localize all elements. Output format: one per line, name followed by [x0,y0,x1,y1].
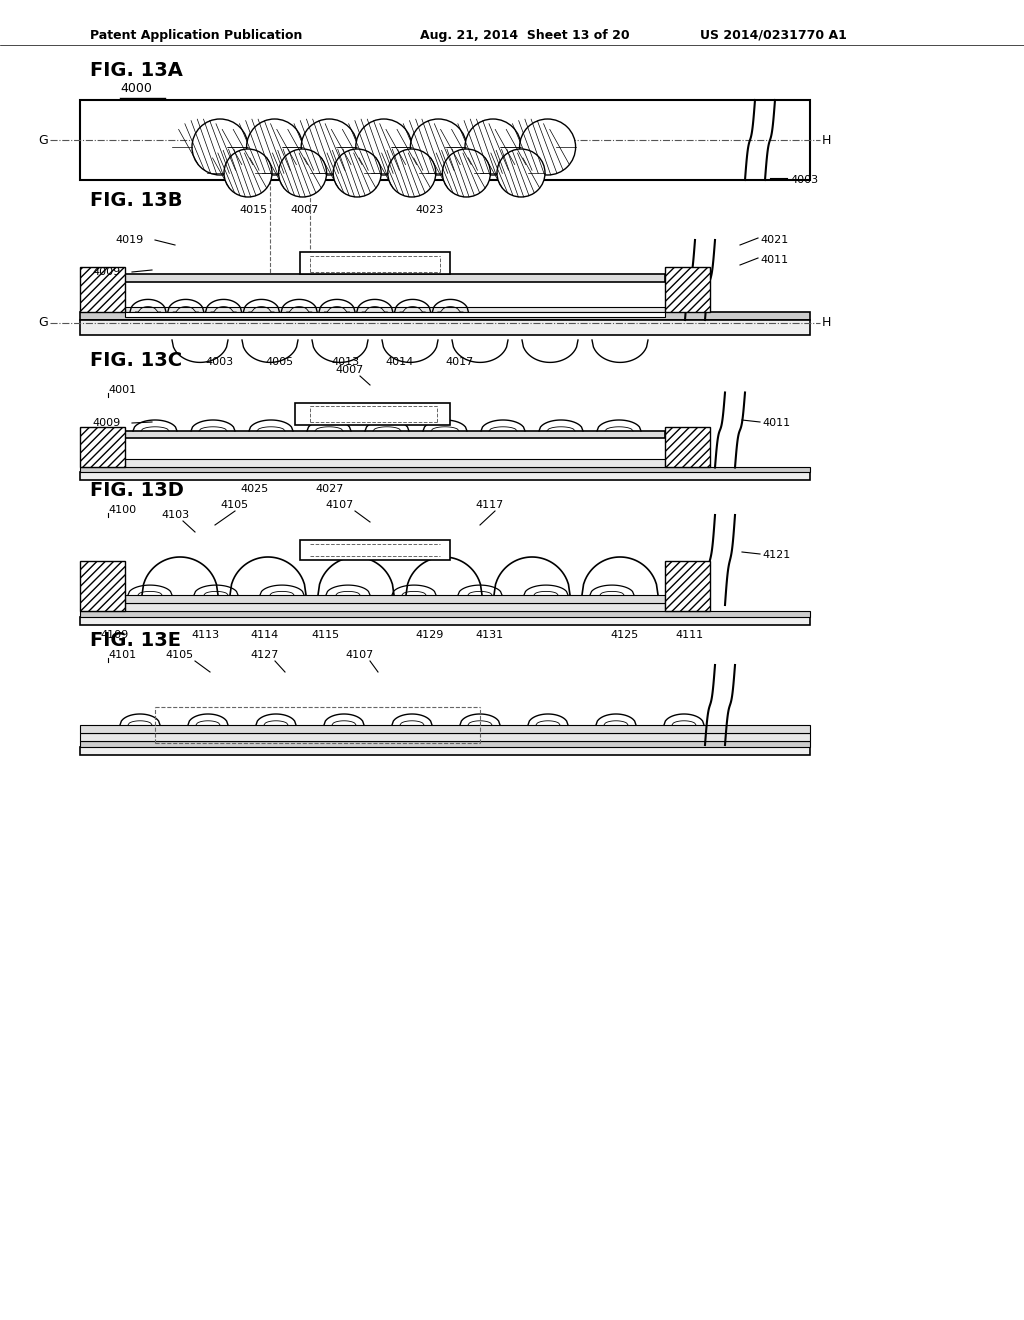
Circle shape [279,149,327,197]
Text: 4019: 4019 [115,235,143,246]
Text: 4113: 4113 [190,630,219,640]
Circle shape [411,119,466,176]
Text: 4117: 4117 [476,500,504,510]
Circle shape [388,149,436,197]
Text: 4111: 4111 [676,630,705,640]
Text: 4014: 4014 [386,356,414,367]
Circle shape [465,119,521,176]
Text: H: H [822,317,831,330]
Text: 4003: 4003 [206,356,234,367]
Text: 4011: 4011 [760,255,788,265]
Bar [80,561,125,611]
Circle shape [355,119,412,176]
Text: Patent Application Publication: Patent Application Publication [90,29,302,41]
Bar [80,616,810,624]
Bar [125,459,665,467]
Bar [80,741,810,747]
Text: 4101: 4101 [108,649,136,660]
Bar [125,432,665,438]
Text: G: G [38,133,48,147]
Bar [80,267,125,312]
Text: 4121: 4121 [762,550,791,560]
Bar [125,595,665,603]
Text: 4007: 4007 [336,366,365,375]
Text: Aug. 21, 2014  Sheet 13 of 20: Aug. 21, 2014 Sheet 13 of 20 [420,29,630,41]
Text: 4105: 4105 [220,500,248,510]
Bar [80,100,810,180]
Bar [80,611,810,616]
Text: 4127: 4127 [251,649,280,660]
Bar [665,267,710,312]
Bar [665,561,710,611]
Bar [80,733,810,741]
Bar [125,603,665,611]
Text: 4017: 4017 [445,356,474,367]
Bar [80,312,810,319]
Text: 4125: 4125 [611,630,639,640]
Text: 4115: 4115 [311,630,339,640]
Text: FIG. 13D: FIG. 13D [90,480,184,500]
Text: 4000: 4000 [120,82,152,95]
Text: 4103: 4103 [161,510,189,520]
Text: 4009: 4009 [92,418,120,428]
Text: 4107: 4107 [326,500,354,510]
Bar [80,467,810,473]
Circle shape [519,119,575,176]
Bar [80,426,125,467]
Text: 4015: 4015 [239,205,267,215]
Text: 4007: 4007 [291,205,319,215]
Bar [80,747,810,755]
Text: 4129: 4129 [416,630,444,640]
Circle shape [224,149,272,197]
Text: FIG. 13C: FIG. 13C [90,351,182,370]
Circle shape [333,149,381,197]
Circle shape [497,149,545,197]
Circle shape [193,119,248,176]
Text: FIG. 13E: FIG. 13E [90,631,181,649]
Text: 4025: 4025 [241,484,269,494]
Text: 4027: 4027 [315,484,344,494]
Bar [80,473,810,480]
Text: 4100: 4100 [108,506,136,515]
Text: 4023: 4023 [416,205,444,215]
Bar [80,319,810,335]
Circle shape [301,119,357,176]
Text: 4001: 4001 [108,385,136,395]
Bar [300,540,450,560]
Text: 4003: 4003 [790,176,818,185]
Bar [125,275,665,282]
Bar [295,403,450,425]
Text: 4013: 4013 [331,356,359,367]
Text: US 2014/0231770 A1: US 2014/0231770 A1 [700,29,847,41]
Circle shape [442,149,490,197]
Circle shape [247,119,303,176]
Text: G: G [38,317,48,330]
Bar [80,725,810,733]
Text: H: H [822,133,831,147]
Text: 4009: 4009 [92,267,120,277]
Text: 4131: 4131 [476,630,504,640]
Text: 4114: 4114 [251,630,280,640]
Text: FIG. 13B: FIG. 13B [90,191,182,210]
Text: 4021: 4021 [760,235,788,246]
Text: 4107: 4107 [346,649,374,660]
Bar [300,252,450,275]
Text: 4011: 4011 [762,418,791,428]
Text: 4005: 4005 [266,356,294,367]
Bar [665,426,710,467]
Text: FIG. 13A: FIG. 13A [90,61,183,81]
Text: 4105: 4105 [166,649,195,660]
Text: 4109: 4109 [101,630,129,640]
Bar [125,312,665,317]
Bar [125,308,665,312]
